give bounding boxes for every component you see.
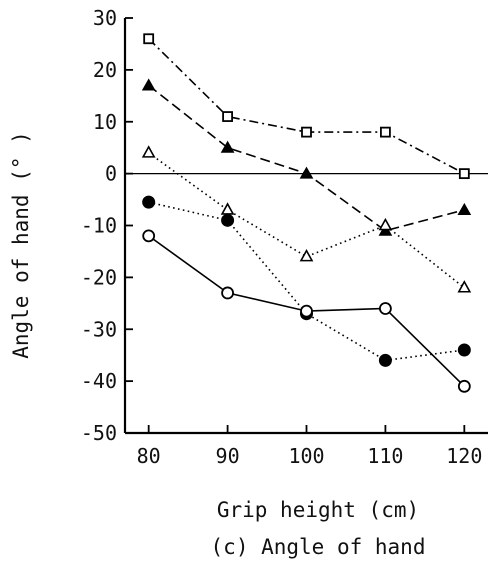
y-tick-label: -40 [81,369,117,393]
data-point [222,111,233,122]
data-point [457,343,471,357]
data-point [380,126,391,138]
x-tick-label: 100 [288,444,324,468]
series-1 [143,33,470,180]
data-point [378,353,392,367]
plot-frame [123,18,488,435]
y-axis-ticks: 30 20 10 0 -10 -20 -30 -40 -50 [81,6,133,445]
x-axis-title: Grip height (cm) [217,498,419,522]
y-tick-label: -30 [81,317,117,341]
y-tick-label: 10 [93,110,117,134]
data-point [378,217,393,231]
series-2 [141,78,472,236]
y-tick-label: -50 [81,421,117,445]
x-tick-label: 80 [137,444,161,468]
data-point [299,166,314,179]
series-3 [141,145,472,293]
data-point [220,202,235,215]
data-point [142,229,156,243]
series-line [148,201,465,362]
y-tick-label: 0 [105,162,117,186]
y-tick-label: 30 [93,6,117,30]
y-axis-title: Angle of hand (° ) [9,131,33,359]
data-point [301,126,312,138]
x-axis-ticks: 80 90 100 110 120 [137,425,482,468]
data-point [379,302,392,315]
data-point [143,33,155,45]
x-tick-label: 110 [367,444,403,468]
series-line [148,38,465,175]
data-point [300,304,313,318]
series-layer [141,33,472,393]
data-point [299,248,314,262]
series-5 [142,229,471,393]
data-point [220,140,235,153]
data-point [141,145,156,158]
data-point [458,168,470,180]
y-tick-label: 20 [93,58,117,82]
data-point [457,379,471,393]
y-tick-label: -20 [81,265,117,289]
data-point [142,195,156,209]
data-point [221,213,235,227]
data-point [141,78,156,91]
x-tick-label: 90 [216,444,240,468]
data-point [221,286,234,300]
y-tick-label: -10 [81,214,117,238]
series-line [148,84,465,232]
chart-caption: (c) Angle of hand [211,535,426,559]
data-point [457,202,472,215]
data-point [457,280,472,293]
x-tick-label: 120 [446,444,482,468]
